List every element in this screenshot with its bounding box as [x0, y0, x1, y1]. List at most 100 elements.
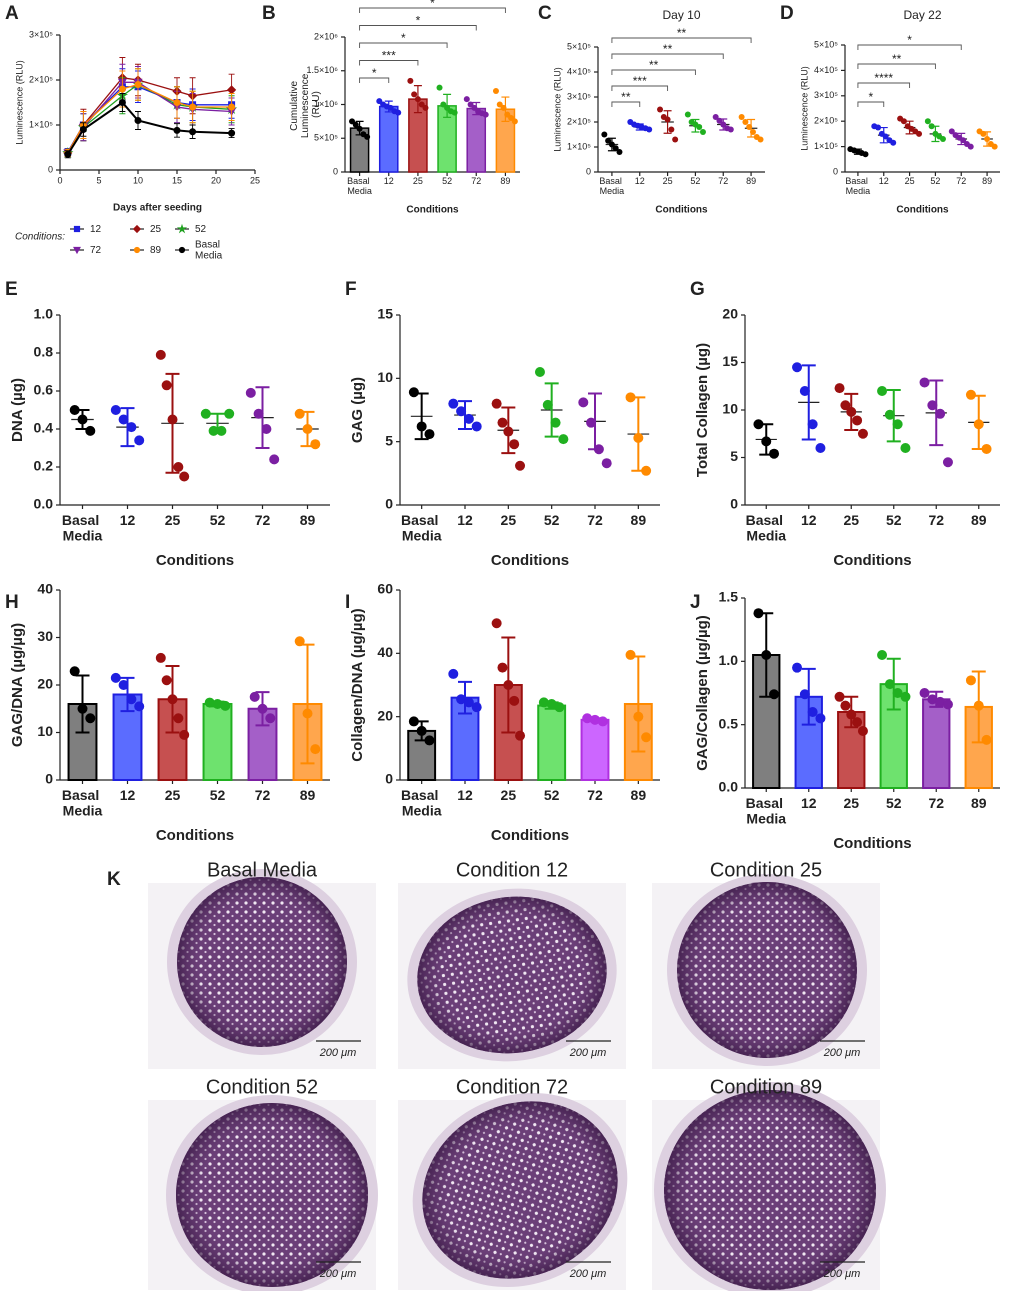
y-tick-label: 0 [385, 496, 393, 512]
y-tick-label: 3×10⁵ [814, 90, 838, 100]
x-tick-label-line: 25 [413, 176, 423, 186]
x-tick-label: Basal Media [845, 176, 870, 196]
marker [228, 103, 236, 111]
data-point [799, 386, 810, 396]
scale-bar-label: 200 μm [823, 1268, 861, 1280]
data-point [204, 697, 215, 708]
data-point [981, 443, 992, 454]
data-point [916, 130, 923, 137]
data-point [69, 405, 80, 415]
data-point [892, 419, 903, 430]
x-tick-label-line: Basal [845, 176, 870, 186]
image-title: Condition 89 [710, 1076, 822, 1098]
marker [228, 129, 236, 137]
data-point [253, 408, 264, 419]
legend-marker [133, 246, 141, 254]
x-tick-label-line: 52 [886, 512, 902, 528]
line [67, 83, 232, 154]
marker [118, 99, 126, 106]
x-tick-label: 12 [457, 787, 473, 803]
y-tick-label: 2×10⁵ [29, 74, 53, 84]
data-point [245, 387, 256, 398]
x-tick-label: Basal Media [746, 795, 787, 826]
data-point [173, 462, 184, 472]
legend-label: 25 [150, 224, 162, 235]
data-point [605, 137, 612, 144]
data-point [85, 713, 96, 724]
x-tick-label: 52 [886, 795, 902, 811]
data-point [448, 668, 459, 679]
data-point [416, 725, 427, 736]
x-tick-label-line: Basal [401, 512, 442, 528]
y-tick-label: 60 [377, 581, 393, 597]
data-point [948, 128, 955, 135]
data-point [942, 699, 953, 710]
x-tick-label-line: Media [746, 810, 786, 826]
data-point [900, 443, 911, 453]
marker [134, 81, 142, 88]
data-point [424, 735, 435, 746]
x-tick-label: 25 [165, 787, 181, 803]
data-point [515, 460, 526, 471]
significance-label: * [430, 0, 435, 10]
x-tick-label-line: 89 [971, 512, 987, 528]
data-point [761, 650, 772, 660]
x-tick-label-line: 52 [544, 787, 560, 803]
y-tick-label: 1×10⁵ [814, 141, 838, 151]
bar [537, 704, 567, 781]
data-point [984, 135, 991, 142]
tissue-rim [422, 1101, 618, 1279]
data-point [395, 109, 402, 116]
data-point [892, 688, 903, 698]
data-point [935, 696, 946, 707]
x-tick-label: Basal Media [347, 176, 372, 196]
data-point [884, 679, 895, 690]
legend-marker [178, 246, 186, 254]
data-point [601, 131, 608, 138]
data-point [981, 734, 992, 745]
x-axis-label: Conditions [833, 835, 911, 852]
data-point [578, 397, 589, 408]
significance-bracket [359, 7, 506, 13]
x-tick-label-line: 89 [746, 176, 756, 186]
data-point [110, 405, 121, 415]
data-point [608, 141, 615, 148]
x-tick-label-line: 12 [457, 512, 473, 528]
y-tick-label: 2×10⁶ [314, 31, 338, 41]
significance-bracket [611, 53, 724, 59]
bar [202, 703, 233, 781]
tissue-rim [417, 896, 607, 1054]
x-tick-label-line: 72 [956, 176, 966, 186]
y-tick-label: 2×10⁵ [567, 116, 591, 126]
y-axis-label-line: Cumulative [289, 78, 300, 131]
data-point [749, 129, 756, 135]
x-tick-label-line: Basal [746, 795, 787, 811]
data-point [672, 136, 679, 143]
x-tick-label-line: 25 [663, 176, 673, 186]
x-tick-label: Basal Media [62, 512, 103, 543]
legend-label-line: 89 [150, 245, 162, 256]
scale-bar-label: 200 μm [569, 1047, 607, 1059]
data-point [616, 149, 623, 155]
legend-label-line: Basal [195, 239, 223, 250]
significance-bracket [857, 82, 911, 88]
x-tick-label: 89 [631, 787, 647, 803]
x-tick-label: 12 [120, 512, 136, 528]
data-point [261, 424, 272, 434]
chart-title: Day 22 [903, 8, 941, 22]
data-point [980, 130, 987, 137]
significance-label: * [868, 90, 873, 104]
tissue-rim [677, 882, 857, 1058]
tissue-rim [177, 877, 347, 1047]
x-tick-label-line: 25 [165, 787, 181, 803]
data-point [641, 465, 652, 476]
data-point [967, 143, 974, 150]
x-tick-label-line: 89 [971, 795, 987, 811]
significance-label: ** [677, 26, 687, 40]
panel-letter: I [345, 592, 350, 613]
data-point [900, 691, 911, 702]
legend-marker [132, 224, 142, 234]
x-tick-label: Basal Media [62, 787, 103, 818]
